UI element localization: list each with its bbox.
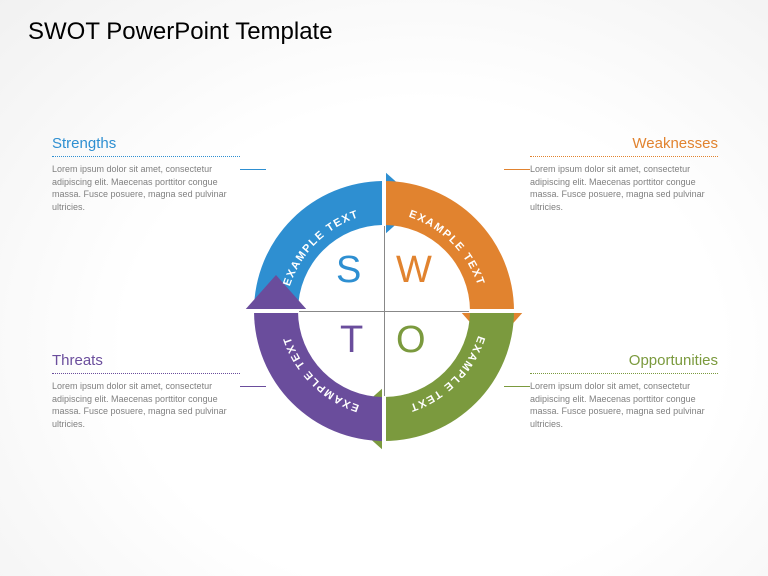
quadrant-title: Threats: [52, 352, 240, 369]
connector-line: [240, 156, 266, 170]
divider-line: [52, 156, 240, 157]
quadrant-opportunities: Opportunities Lorem ipsum dolor sit amet…: [530, 352, 718, 430]
quadrant-title: Strengths: [52, 135, 240, 152]
letter-w: W: [396, 249, 432, 292]
quadrant-body: Lorem ipsum dolor sit amet, consectetur …: [52, 163, 240, 213]
quadrant-strengths: Strengths Lorem ipsum dolor sit amet, co…: [52, 135, 240, 213]
swot-cycle-diagram: EXAMPLE TEXT EXAMPLE TEXT EXAMPLE TEXT E…: [244, 171, 524, 451]
divider-line: [530, 156, 718, 157]
connector-line: [504, 156, 530, 170]
cycle-arrows-svg: EXAMPLE TEXT EXAMPLE TEXT EXAMPLE TEXT E…: [244, 171, 524, 451]
page-title: SWOT PowerPoint Template: [28, 18, 333, 46]
quadrant-body: Lorem ipsum dolor sit amet, consectetur …: [530, 380, 718, 430]
letter-o: O: [396, 319, 426, 362]
divider-line: [52, 373, 240, 374]
quadrant-weaknesses: Weaknesses Lorem ipsum dolor sit amet, c…: [530, 135, 718, 213]
divider-line: [530, 373, 718, 374]
letter-s: S: [336, 249, 361, 292]
quadrant-title: Weaknesses: [530, 135, 718, 152]
quadrant-body: Lorem ipsum dolor sit amet, consectetur …: [52, 380, 240, 430]
letter-t: T: [340, 319, 363, 362]
quadrant-title: Opportunities: [530, 352, 718, 369]
quadrant-body: Lorem ipsum dolor sit amet, consectetur …: [530, 163, 718, 213]
quadrant-threats: Threats Lorem ipsum dolor sit amet, cons…: [52, 352, 240, 430]
